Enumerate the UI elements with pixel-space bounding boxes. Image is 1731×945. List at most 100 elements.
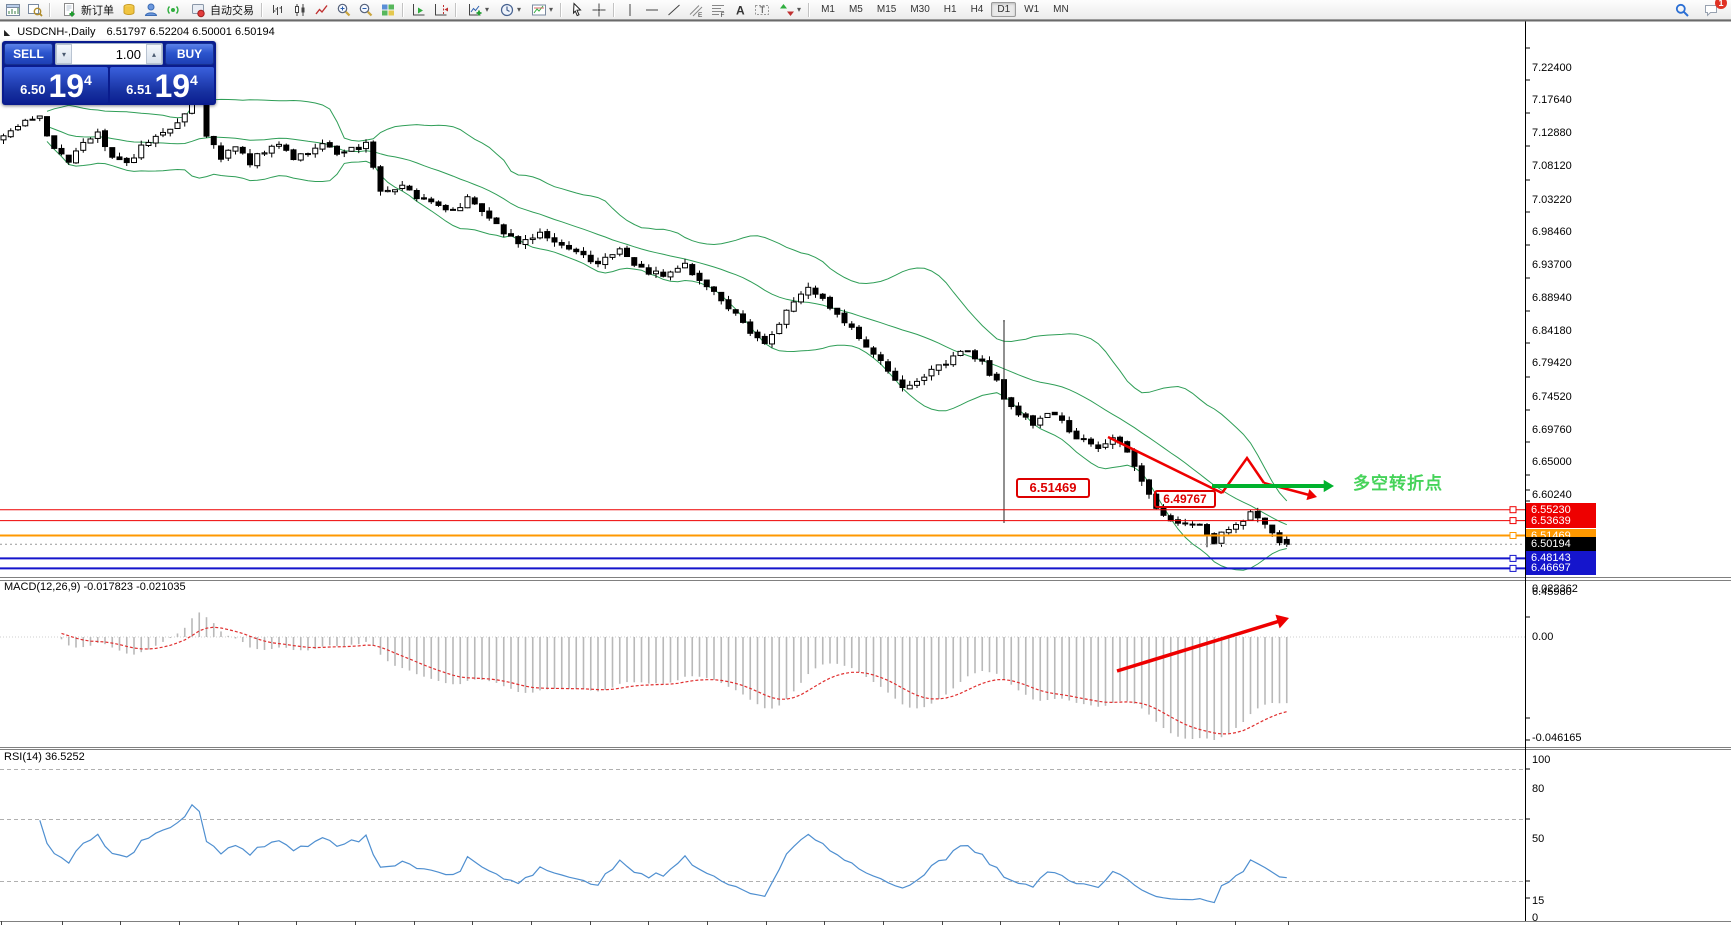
signal-icon[interactable] <box>162 1 183 19</box>
price-chart-canvas[interactable] <box>0 20 1731 945</box>
price-tick: 6.84180 <box>1532 325 1572 337</box>
timeframe-button-mn[interactable]: MN <box>1047 2 1075 17</box>
price-level-annotation-box[interactable]: 6.51469 <box>1016 478 1090 498</box>
new-chart-icon[interactable] <box>2 1 23 19</box>
up-arrow-icon: ▴ <box>151 49 156 59</box>
cursor-icon[interactable] <box>566 1 587 19</box>
price-tick: 7.08120 <box>1532 160 1572 172</box>
macd-tick: 0.00 <box>1532 631 1554 643</box>
buy-price-tile[interactable]: 6.51 19 4 <box>110 67 214 103</box>
new-order-label: 新订单 <box>81 4 114 17</box>
candlestick-chart-icon[interactable] <box>289 1 310 19</box>
period-button[interactable]: ▾ <box>493 1 524 19</box>
history-center-icon[interactable] <box>118 1 139 19</box>
timeframe-group: M1 M5 M15 M30 H1 H4 D1 W1 MN <box>814 2 1076 17</box>
template-button[interactable]: ▾ <box>525 1 556 19</box>
rsi-tick: 15 <box>1532 895 1545 907</box>
timeframe-button-h1[interactable]: H1 <box>938 2 963 17</box>
symbol-period-label: USDCNH-,Daily <box>17 26 96 38</box>
rsi-tick: 100 <box>1532 754 1551 766</box>
rsi-tick: 80 <box>1532 783 1545 795</box>
toolbar-separator <box>613 2 616 17</box>
toolbar-separator <box>49 2 51 17</box>
chevron-down-icon: ▾ <box>797 5 802 14</box>
arrows-tool-button[interactable]: ▾ <box>773 1 804 19</box>
timeframe-button-m5[interactable]: M5 <box>843 2 869 17</box>
chart-title: ◣ USDCNH-,Daily 6.51797 6.52204 6.50001 … <box>4 26 275 38</box>
price-tick: 6.45980 <box>1532 586 1572 598</box>
timeframe-button-m15[interactable]: M15 <box>871 2 902 17</box>
volume-decrease-button[interactable]: ▾ <box>56 44 72 64</box>
chevron-down-icon: ▾ <box>517 5 522 14</box>
profiles-icon[interactable] <box>24 1 45 19</box>
toolbar-separator <box>455 2 457 17</box>
volume-increase-button[interactable]: ▴ <box>146 44 162 64</box>
add-indicator-button[interactable]: ▾ <box>461 1 492 19</box>
timeframe-button-w1[interactable]: W1 <box>1018 2 1045 17</box>
buy-button[interactable]: BUY <box>165 43 214 65</box>
svg-text:F: F <box>720 12 724 18</box>
zoom-in-icon[interactable] <box>333 1 354 19</box>
search-icon[interactable] <box>1671 1 1692 19</box>
crosshair-icon[interactable] <box>588 1 609 19</box>
arrows-tool-icon <box>776 1 797 19</box>
price-tick: 7.03220 <box>1532 194 1572 206</box>
horizontal-line-tool-icon[interactable] <box>641 1 662 19</box>
timeframe-button-h4[interactable]: H4 <box>965 2 990 17</box>
price-tick: 6.65000 <box>1532 456 1572 468</box>
buy-price-small: 6.51 <box>126 82 152 97</box>
tile-windows-icon[interactable] <box>377 1 398 19</box>
autotrading-icon <box>187 1 208 19</box>
chevron-down-icon: ▾ <box>485 5 490 14</box>
svg-text:E: E <box>698 12 703 18</box>
price-tick: 6.60240 <box>1532 489 1572 501</box>
zoom-out-icon[interactable] <box>355 1 376 19</box>
chart-shift-icon[interactable] <box>430 1 451 19</box>
autotrading-button[interactable]: 自动交易 <box>184 1 257 19</box>
template-icon <box>528 1 549 19</box>
sell-price-sup: 4 <box>84 72 92 88</box>
autoscroll-icon[interactable] <box>408 1 429 19</box>
equidistant-channel-tool-icon[interactable]: E <box>685 1 706 19</box>
macd-tick: 0.022362 <box>1532 583 1578 595</box>
trendline-tool-icon[interactable] <box>663 1 684 19</box>
price-level-label: 6.46697 <box>1526 561 1596 575</box>
notifications-chat-icon[interactable]: 1 <box>1700 0 1727 19</box>
sell-button[interactable]: SELL <box>4 43 53 65</box>
toolbar-separator <box>261 2 263 17</box>
rsi-tick: 50 <box>1532 833 1545 845</box>
swing-low-annotation-box[interactable]: 6.49767 <box>1154 490 1216 508</box>
one-click-trading-panel: SELL ▾ ▴ BUY 6.50 19 4 6.51 19 4 <box>2 41 216 105</box>
one-click-collapse-icon[interactable]: ◣ <box>4 28 11 37</box>
price-tick: 6.88940 <box>1532 292 1572 304</box>
new-order-button[interactable]: 新订单 <box>55 1 117 19</box>
price-tick: 6.74520 <box>1532 391 1572 403</box>
chart-window: ◣ USDCNH-,Daily 6.51797 6.52204 6.50001 … <box>0 20 1731 945</box>
volume-input[interactable] <box>72 44 146 64</box>
notification-badge: 1 <box>1715 0 1727 9</box>
price-tick: 7.12880 <box>1532 127 1572 139</box>
timeframe-button-m1[interactable]: M1 <box>815 2 841 17</box>
price-tick: 6.69760 <box>1532 424 1572 436</box>
vertical-line-tool-icon[interactable] <box>619 1 640 19</box>
price-level-label: 6.50194 <box>1526 537 1596 551</box>
text-tool-icon[interactable]: A <box>729 1 750 19</box>
rsi-indicator-label: RSI(14) 36.5252 <box>4 751 85 763</box>
sell-price-small: 6.50 <box>20 82 46 97</box>
fibonacci-tool-icon[interactable]: F <box>707 1 728 19</box>
macd-indicator-label: MACD(12,26,9) -0.017823 -0.021035 <box>4 581 186 593</box>
accounts-icon[interactable] <box>140 1 161 19</box>
volume-stepper: ▾ ▴ <box>55 43 163 65</box>
sell-price-tile[interactable]: 6.50 19 4 <box>4 67 108 103</box>
toolbar-separator <box>808 2 811 17</box>
line-chart-icon[interactable] <box>311 1 332 19</box>
toolbar-right-group: 1 <box>1671 0 1727 19</box>
timeframe-button-d1[interactable]: D1 <box>991 2 1017 17</box>
turning-point-annotation[interactable]: 多空转折点 <box>1353 474 1443 493</box>
svg-text:T: T <box>759 5 765 15</box>
add-indicator-icon <box>464 1 485 19</box>
timeframe-button-m30[interactable]: M30 <box>904 2 935 17</box>
bar-chart-icon[interactable] <box>267 1 288 19</box>
text-label-tool-icon[interactable]: T <box>751 1 772 19</box>
